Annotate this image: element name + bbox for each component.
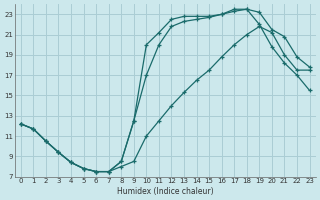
X-axis label: Humidex (Indice chaleur): Humidex (Indice chaleur): [117, 187, 213, 196]
